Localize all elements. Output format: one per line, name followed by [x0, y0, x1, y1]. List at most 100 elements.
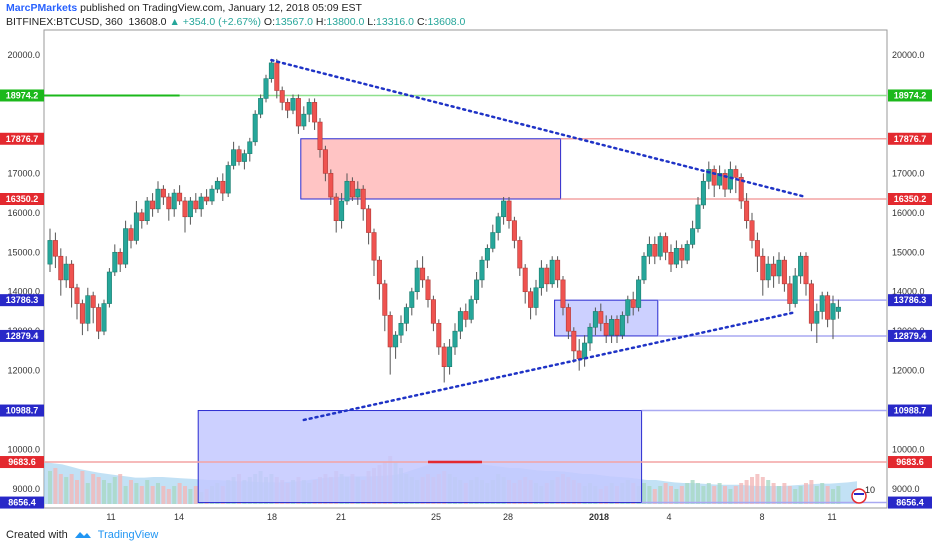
- candle-body: [690, 228, 696, 245]
- trendline-0: [270, 58, 808, 199]
- candle-body: [106, 271, 112, 304]
- candle-body: [706, 169, 712, 182]
- author-name[interactable]: MarcPMarkets: [6, 2, 78, 14]
- low-value: 13316.0: [376, 16, 415, 28]
- x-tick-label: 25: [431, 512, 441, 520]
- price-tag-right-5: [888, 404, 932, 417]
- price-tag-left-6: [0, 456, 44, 469]
- price-tag-left-5: [0, 404, 44, 417]
- plot-frame: [43, 29, 888, 509]
- flag-badge[interactable]: 10: [851, 485, 875, 504]
- volume-bar: [80, 471, 85, 504]
- footer: Created with TradingView: [6, 529, 158, 541]
- candle-body: [355, 188, 361, 198]
- candle-body: [252, 113, 258, 143]
- volume-bar: [177, 483, 182, 504]
- price-tag-left-7: [0, 496, 44, 509]
- price-tag-right-6: [888, 456, 932, 469]
- volume-bar: [96, 477, 101, 504]
- candle-body: [58, 255, 64, 281]
- candle-body: [760, 255, 766, 281]
- price-tag-right-label: 12879.4: [894, 331, 927, 341]
- candle-body: [139, 212, 145, 222]
- symbol-name[interactable]: BITFINEX:BTCUSD, 360: [6, 16, 123, 28]
- y-tick-label-right: 9000.0: [892, 484, 920, 494]
- candle-body: [641, 255, 647, 281]
- candle-body: [447, 346, 453, 367]
- candle-body: [452, 330, 458, 348]
- y-tick-label-left: 15000.0: [7, 247, 40, 257]
- volume-bar: [685, 483, 690, 504]
- candle-body: [814, 311, 820, 324]
- candle-body: [182, 200, 188, 218]
- candle-body: [387, 315, 393, 348]
- price-tag-right-7: [888, 496, 932, 509]
- price-tag-left-label: 10988.7: [6, 406, 39, 416]
- candle-body: [279, 90, 285, 103]
- volume-bar: [825, 486, 830, 504]
- price-tag-right-1: [888, 132, 932, 145]
- open-label: O:: [263, 16, 275, 28]
- candle-body: [409, 291, 415, 308]
- candle-body: [722, 173, 728, 190]
- y-tick-label-right: 15000.0: [892, 247, 925, 257]
- candle-body: [360, 188, 366, 210]
- volume-bar: [663, 483, 668, 504]
- volume-bar: [717, 483, 722, 504]
- x-tick-label: 11: [106, 512, 115, 520]
- volume-bar: [188, 489, 193, 504]
- zone-box-blue-2: [197, 410, 643, 504]
- y-tick-label-left: 17000.0: [7, 168, 40, 178]
- candle-body: [150, 200, 156, 210]
- candle-body: [754, 240, 760, 257]
- price-tag-right-2: [888, 193, 932, 206]
- candle-body: [636, 279, 642, 308]
- tradingview-brand[interactable]: TradingView: [97, 529, 159, 541]
- candle-body: [749, 220, 755, 241]
- price-chart[interactable]: 9000.0 9000.0 10000.0 10000.0 12000.0 12000.0…: [0, 0, 932, 520]
- candle-body: [684, 244, 690, 261]
- x-tick-label: 11: [827, 512, 836, 520]
- candle-body: [619, 315, 625, 336]
- candle-body: [333, 196, 339, 222]
- volume-bar: [804, 483, 808, 504]
- volume-bar: [679, 486, 684, 504]
- candle-body: [490, 232, 496, 249]
- candle-body: [430, 299, 436, 324]
- candle-body: [322, 149, 328, 174]
- price-tag-right-label: 16350.2: [894, 194, 927, 204]
- candle-body: [744, 200, 750, 222]
- candle-body: [738, 177, 744, 202]
- candle-body: [776, 259, 782, 277]
- candle-body: [571, 330, 577, 352]
- price-tag-right-0: [888, 89, 932, 102]
- volume-bar: [755, 474, 760, 504]
- volume-bar: [836, 486, 841, 504]
- y-tick-label-left: 10000.0: [7, 445, 40, 455]
- candle-body: [268, 62, 274, 79]
- candle-body: [538, 267, 544, 289]
- candle-body: [555, 259, 561, 281]
- price-tag-left-1: [0, 132, 44, 145]
- volume-bar: [723, 486, 727, 504]
- candle-body: [771, 263, 777, 277]
- price-tag-right-label: 18974.2: [894, 90, 927, 100]
- volume-bar: [193, 486, 198, 504]
- volume-bar: [733, 486, 738, 504]
- flag-badge-icon: [851, 488, 867, 504]
- tradingview-logo-icon: [74, 532, 91, 538]
- candle-body: [52, 240, 58, 257]
- trendlines-layer: [270, 58, 808, 422]
- candle-body: [47, 240, 53, 265]
- candle-body: [549, 259, 555, 285]
- price-tag-left-label: 18974.2: [6, 90, 39, 100]
- candle-body: [457, 311, 463, 332]
- y-tick-label-left: 16000.0: [7, 208, 40, 218]
- candle-body: [209, 188, 215, 202]
- candle-body: [436, 322, 442, 348]
- candle-body: [463, 311, 469, 320]
- candle-body: [700, 180, 706, 206]
- x-axis[interactable]: 11 14 18 21 25 28 2018 4 8 11: [106, 512, 836, 520]
- candle-body: [160, 188, 166, 198]
